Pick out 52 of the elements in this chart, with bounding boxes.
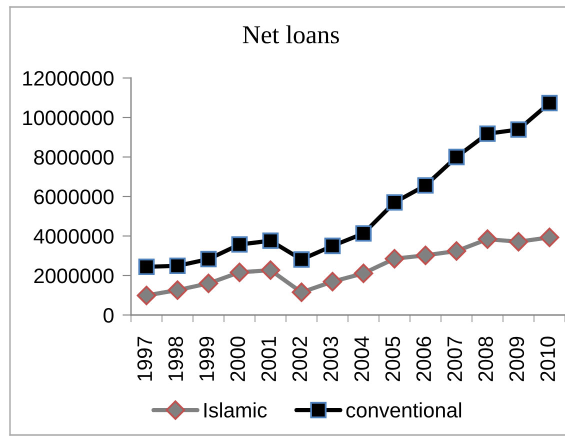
point: [198, 274, 218, 294]
x-tick-label: 2001: [261, 336, 276, 382]
legend-label: conventional: [346, 402, 462, 418]
x-tick-label: 2004: [354, 336, 370, 382]
point: [322, 272, 342, 292]
y-tick-label: 0: [104, 308, 114, 323]
point: [508, 232, 528, 252]
point: [417, 177, 434, 194]
point: [478, 229, 498, 249]
x-tick-label: 2006: [416, 336, 432, 382]
chart-title: Net loans: [242, 25, 339, 44]
x-tick-label: 2005: [385, 336, 400, 382]
point: [292, 282, 312, 302]
point: [324, 238, 341, 254]
point: [169, 258, 186, 274]
point: [231, 236, 248, 253]
point: [230, 262, 250, 282]
y-tick-label: 10000000: [23, 110, 114, 126]
point: [138, 258, 155, 276]
x-tick-label: 2002: [292, 336, 308, 382]
x-tick-label: 2007: [447, 336, 462, 382]
point: [541, 94, 558, 112]
point: [168, 280, 188, 300]
y-tick-label: 2000000: [34, 268, 114, 284]
point: [354, 264, 374, 284]
point: [355, 225, 372, 242]
point: [293, 251, 310, 268]
legend-label: Islamic: [204, 402, 267, 418]
x-tick-label: 1998: [168, 336, 184, 381]
x-tick-label: 2003: [323, 336, 338, 382]
y-tick-label: 12000000: [23, 71, 114, 86]
y-tick-label: 8000000: [34, 150, 114, 165]
x-tick-label: 1997: [137, 336, 152, 381]
x-tick-label: 2000: [230, 336, 246, 382]
point: [200, 250, 217, 268]
point: [416, 246, 436, 266]
point: [136, 286, 156, 306]
point: [540, 228, 560, 248]
x-tick-label: 2009: [509, 336, 524, 382]
x-tick-label: 2008: [478, 336, 494, 382]
point: [479, 126, 496, 142]
x-tick-label: 1999: [199, 336, 214, 381]
point: [448, 148, 465, 166]
point: [510, 121, 527, 138]
point: [384, 248, 404, 268]
point: [446, 241, 466, 261]
x-tick-label: 2010: [540, 336, 556, 382]
point: [386, 194, 403, 211]
y-tick-label: 6000000: [34, 190, 114, 204]
y-tick-label: 4000000: [34, 229, 114, 244]
point: [262, 232, 279, 249]
point: [260, 260, 280, 280]
